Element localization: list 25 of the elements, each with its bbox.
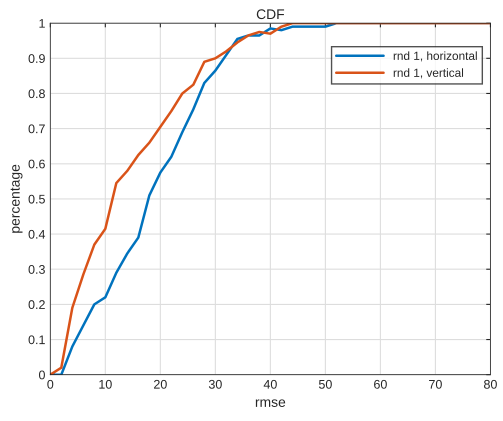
y-tick-label: 0.3 — [28, 265, 45, 274]
y-tick-label: 0 — [38, 370, 45, 380]
x-tick-label: 0 — [47, 380, 54, 389]
y-tick-label: 0.5 — [28, 194, 45, 204]
chart-title: CDF — [256, 9, 284, 20]
legend-label: rnd 1, horizontal — [394, 51, 477, 62]
y-tick-label: 0.7 — [28, 124, 45, 134]
y-tick-label: 1 — [39, 19, 45, 28]
x-tick-label: 40 — [264, 380, 277, 389]
x-tick-label: 30 — [208, 380, 222, 389]
x-tick-label: 20 — [154, 380, 167, 389]
y-tick-label: 0.2 — [28, 300, 45, 310]
y-tick-label: 0.8 — [28, 89, 45, 98]
x-tick-label: 80 — [484, 380, 497, 389]
x-tick-label: 70 — [429, 380, 442, 389]
y-axis-title: percentage — [10, 164, 23, 233]
legend-label: rnd 1, vertical — [394, 68, 464, 78]
x-axis-title: rmse — [256, 399, 286, 407]
x-tick-label: 50 — [318, 380, 332, 389]
x-tick-label: 10 — [99, 380, 112, 389]
y-tick-label: 0.1 — [28, 335, 45, 344]
x-tick-label: 60 — [374, 380, 387, 389]
y-tick-label: 0.6 — [28, 160, 45, 168]
y-tick-label: 0.4 — [28, 230, 46, 239]
y-tick-label: 0.9 — [28, 54, 45, 63]
